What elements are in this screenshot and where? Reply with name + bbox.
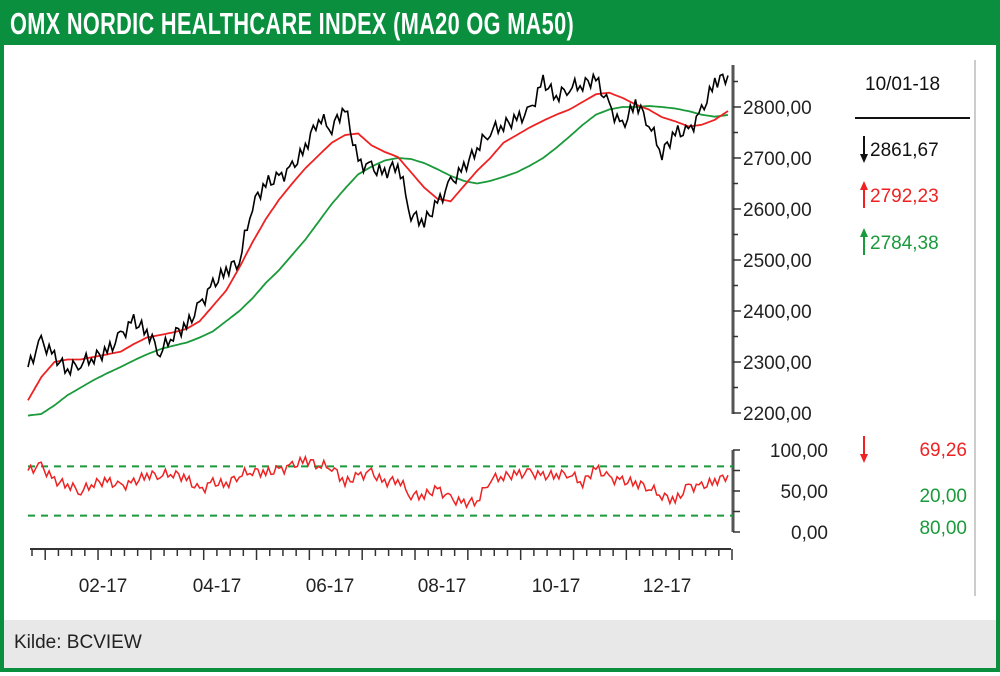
price-tick-label: 2700,00 — [743, 149, 812, 170]
rsi-line — [27, 454, 729, 510]
arrow-up-icon — [860, 228, 868, 255]
x-tick-label: 08-17 — [418, 576, 467, 597]
x-axis: 02-17 04-17 06-17 08-17 10-17 12-17 — [30, 548, 733, 597]
series-lines — [27, 71, 729, 510]
x-tick-label: 02-17 — [79, 576, 128, 597]
price-tick-label: 2200,00 — [743, 404, 812, 425]
chart-title: OMX NORDIC HEALTHCARE INDEX (MA20 OG MA5… — [10, 6, 575, 41]
rsi-tick-label: 0,00 — [791, 523, 828, 544]
price-y-axis: 2800,00 2700,00 2600,00 2500,00 2400,00 2300,… — [731, 65, 812, 425]
price-line — [27, 71, 729, 378]
arrow-down-icon — [860, 436, 868, 463]
legend-ma50-value: 2784,38 — [870, 233, 939, 254]
rsi-tick-label: 100,00 — [770, 441, 828, 462]
rsi-bands — [28, 465, 733, 517]
arrow-down-icon — [860, 136, 868, 163]
legend-price-value: 2861,67 — [870, 140, 939, 161]
x-tick-label: 04-17 — [193, 576, 242, 597]
title-bar: OMX NORDIC HEALTHCARE INDEX (MA20 OG MA5… — [0, 0, 1000, 45]
x-tick-label: 10-17 — [532, 576, 581, 597]
price-tick-label: 2500,00 — [743, 251, 812, 272]
rsi-y-axis: 100,00 50,00 0,00 — [731, 441, 828, 544]
x-tick-label: 06-17 — [306, 576, 355, 597]
price-tick-label: 2600,00 — [743, 200, 812, 221]
rsi-tick-label: 50,00 — [780, 482, 828, 503]
price-tick-label: 2400,00 — [743, 302, 812, 323]
arrow-up-icon — [860, 181, 868, 208]
legend: 10/01-18 2861,67 2792,23 2784,38 69,26 2… — [855, 74, 970, 539]
legend-rsi-value: 69,26 — [919, 440, 967, 461]
ma20-line — [27, 91, 729, 401]
price-tick-label: 2800,00 — [743, 98, 812, 119]
price-tick-label: 2300,00 — [743, 353, 812, 374]
legend-rsi-high: 80,00 — [919, 518, 967, 539]
footer: Kilde: BCVIEW — [4, 620, 996, 668]
legend-date: 10/01-18 — [865, 74, 940, 95]
source-label: Kilde: BCVIEW — [14, 632, 142, 653]
ma50-line — [27, 105, 729, 417]
legend-ma20-value: 2792,23 — [870, 186, 939, 207]
legend-rsi-low: 20,00 — [919, 486, 967, 507]
x-tick-label: 12-17 — [643, 576, 692, 597]
